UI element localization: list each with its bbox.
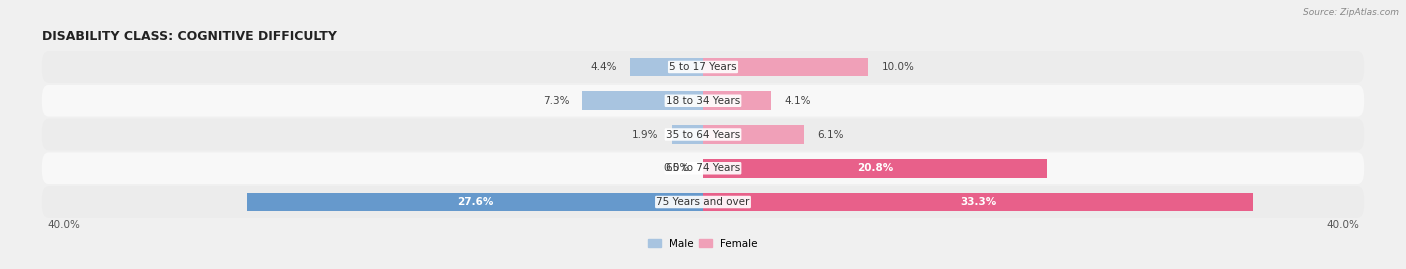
FancyBboxPatch shape [42,119,1364,150]
Text: 6.1%: 6.1% [817,129,844,140]
Legend: Male, Female: Male, Female [644,235,762,253]
FancyBboxPatch shape [42,85,1364,116]
Text: 35 to 64 Years: 35 to 64 Years [666,129,740,140]
Bar [703,125,804,144]
Text: 75 Years and over: 75 Years and over [657,197,749,207]
Text: 40.0%: 40.0% [1326,220,1358,229]
Text: 33.3%: 33.3% [960,197,997,207]
Text: 10.0%: 10.0% [882,62,914,72]
Text: 5 to 17 Years: 5 to 17 Years [669,62,737,72]
Bar [582,91,703,110]
Text: 4.1%: 4.1% [785,96,810,106]
Text: 0.0%: 0.0% [664,163,690,173]
FancyBboxPatch shape [42,186,1364,218]
Bar [630,58,703,76]
Text: 20.8%: 20.8% [856,163,893,173]
Bar [672,125,703,144]
Bar [703,159,1046,178]
Bar [703,58,868,76]
FancyBboxPatch shape [42,51,1364,83]
Bar [703,91,770,110]
Bar [703,193,1253,211]
Text: 1.9%: 1.9% [631,129,658,140]
Bar [247,193,703,211]
Text: 65 to 74 Years: 65 to 74 Years [666,163,740,173]
Text: 4.4%: 4.4% [591,62,617,72]
Text: 18 to 34 Years: 18 to 34 Years [666,96,740,106]
Text: DISABILITY CLASS: COGNITIVE DIFFICULTY: DISABILITY CLASS: COGNITIVE DIFFICULTY [42,30,337,43]
Text: 40.0%: 40.0% [48,220,80,229]
FancyBboxPatch shape [42,153,1364,184]
Text: 27.6%: 27.6% [457,197,494,207]
Text: Source: ZipAtlas.com: Source: ZipAtlas.com [1303,8,1399,17]
Text: 7.3%: 7.3% [543,96,569,106]
